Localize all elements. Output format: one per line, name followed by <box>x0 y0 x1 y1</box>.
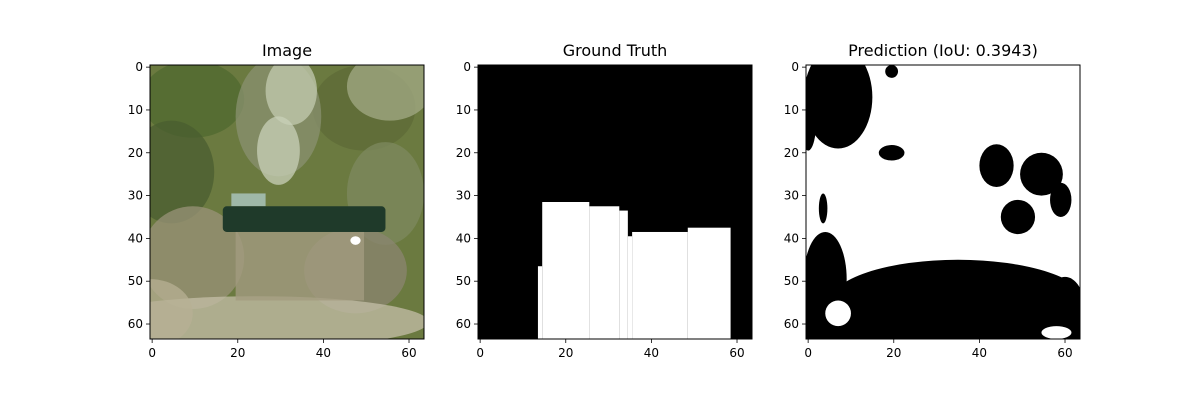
x-tick-label: 0 <box>476 346 484 360</box>
panel-title: Ground Truth <box>563 41 668 60</box>
mask-region-1 <box>542 202 590 339</box>
axes-frame <box>805 64 1081 340</box>
panel-image <box>150 65 424 339</box>
mask-blob-0 <box>806 65 873 149</box>
photo-ground <box>235 231 365 301</box>
y-tick-label: 30 <box>128 189 143 203</box>
mask-region-5 <box>632 231 688 339</box>
mask-blob-10 <box>885 65 899 78</box>
mask-blob-11 <box>818 193 828 224</box>
y-tick-label: 20 <box>128 146 143 160</box>
y-tick-label: 60 <box>456 317 471 331</box>
y-tick-label: 0 <box>463 60 471 74</box>
panel-1: Ground Truth 0 20 40 60 0 10 20 30 40 50 60 <box>456 41 753 360</box>
panel-title: Prediction (IoU: 0.3943) <box>848 41 1038 60</box>
y-tick-label: 10 <box>784 103 799 117</box>
mask-blob-6 <box>1050 182 1072 217</box>
mask-region-6 <box>687 227 731 339</box>
photo-patch-4 <box>257 116 300 185</box>
mask-region-2 <box>589 206 620 339</box>
x-tick-label: 40 <box>316 346 331 360</box>
photo-dark-band <box>222 206 386 232</box>
y-tick-label: 10 <box>128 103 143 117</box>
x-tick-label: 20 <box>558 346 573 360</box>
x-tick-label: 20 <box>886 346 901 360</box>
photo-patch-9 <box>150 296 424 339</box>
mask-blob-5 <box>1000 199 1036 235</box>
y-tick-label: 30 <box>784 189 799 203</box>
y-tick-label: 0 <box>135 60 143 74</box>
mask-blob-3 <box>979 144 1014 188</box>
photo-patch-3 <box>265 65 317 125</box>
y-tick-label: 20 <box>784 146 799 160</box>
mask-blob-1 <box>806 82 817 151</box>
mask-hole-0 <box>825 300 851 327</box>
y-tick-label: 40 <box>784 231 799 245</box>
x-tick-label: 60 <box>729 346 744 360</box>
x-tick-label: 60 <box>1057 346 1072 360</box>
mask-hole-1 <box>1041 326 1072 339</box>
x-tick-label: 40 <box>972 346 987 360</box>
y-tick-label: 0 <box>791 60 799 74</box>
x-tick-label: 60 <box>401 346 416 360</box>
panel-image <box>478 65 752 339</box>
y-tick-label: 50 <box>456 274 471 288</box>
photo-patch-0 <box>150 65 245 138</box>
x-tick-label: 20 <box>230 346 245 360</box>
y-tick-label: 50 <box>128 274 143 288</box>
panel-0: Image 0 20 40 60 0 10 20 30 40 50 60 <box>128 41 425 360</box>
y-tick-label: 60 <box>128 317 143 331</box>
photo-patch-11 <box>346 65 424 121</box>
x-tick-label: 0 <box>148 346 156 360</box>
mask-region-4 <box>627 236 633 339</box>
axes-frame <box>477 64 753 340</box>
y-tick-label: 60 <box>784 317 799 331</box>
panel-image <box>806 65 1080 339</box>
photo-patch-7 <box>150 206 245 310</box>
y-tick-label: 10 <box>456 103 471 117</box>
mask-bottom-band <box>806 296 1080 339</box>
mask-blob-2 <box>878 145 905 161</box>
y-tick-label: 20 <box>456 146 471 160</box>
mask-blob-4 <box>1020 152 1063 196</box>
mask-region-0 <box>537 266 543 339</box>
panel-title: Image <box>262 41 312 60</box>
photo-patch-5 <box>150 120 215 224</box>
y-tick-label: 30 <box>456 189 471 203</box>
x-tick-label: 40 <box>644 346 659 360</box>
axes-frame <box>149 64 425 340</box>
photo-speck <box>350 236 361 245</box>
panel-2: Prediction (IoU: 0.3943) 0 20 40 60 0 10 20 30 40… <box>784 41 1081 360</box>
photo-highlight <box>231 193 266 207</box>
y-tick-label: 40 <box>128 231 143 245</box>
photo-patch-10 <box>150 279 193 339</box>
y-tick-label: 50 <box>784 274 799 288</box>
x-tick-label: 0 <box>804 346 812 360</box>
y-tick-label: 40 <box>456 231 471 245</box>
mask-region-3 <box>619 210 628 339</box>
